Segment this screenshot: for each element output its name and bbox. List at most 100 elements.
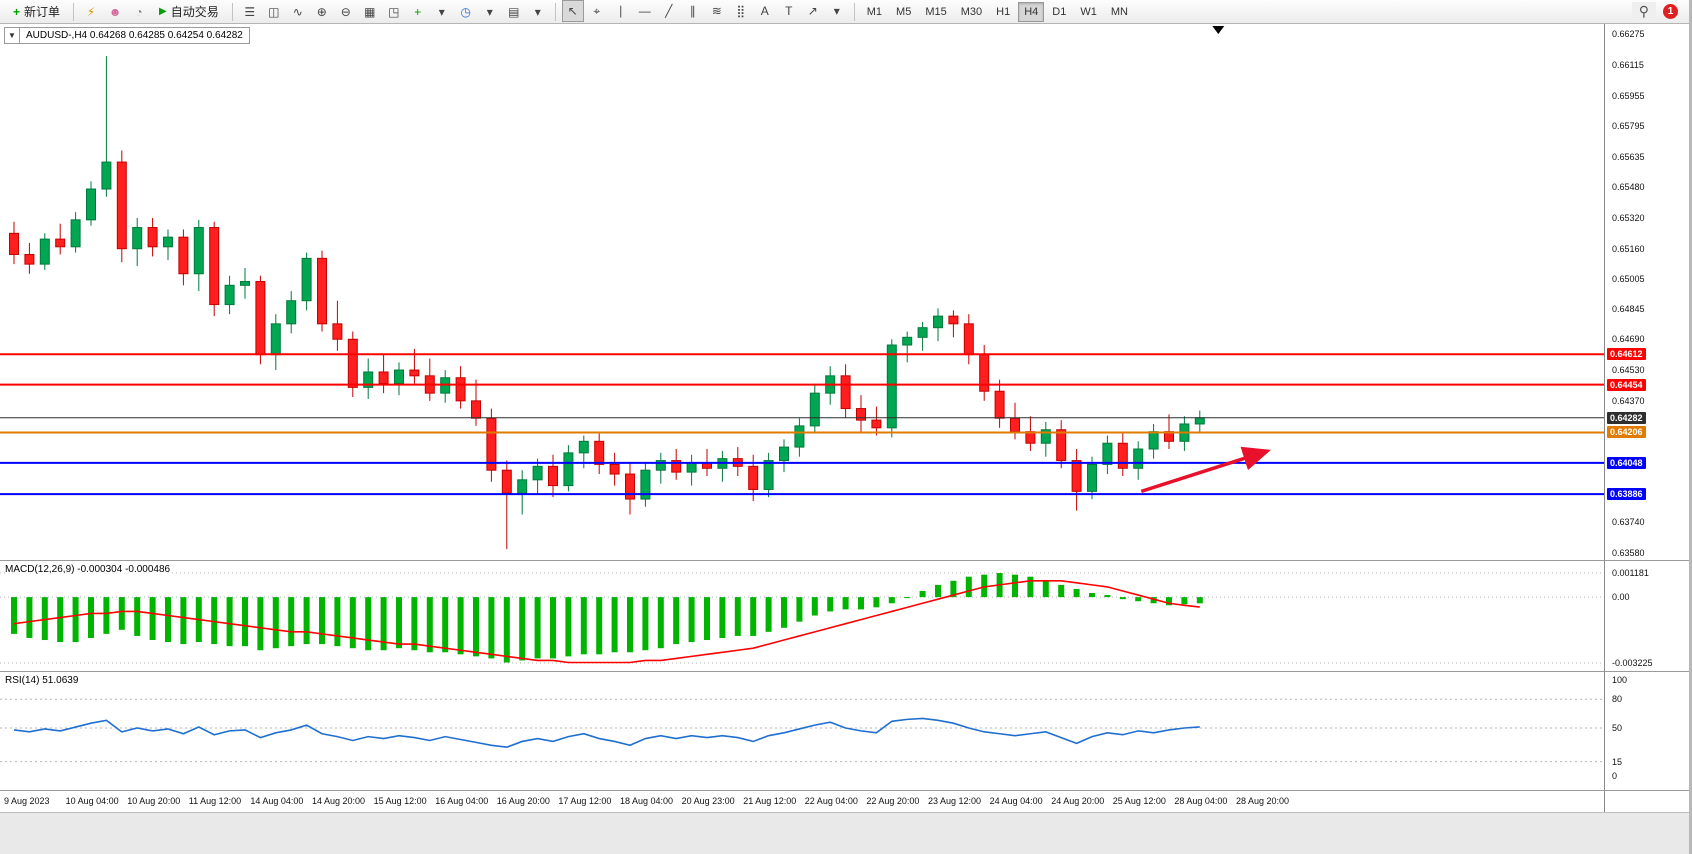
timeframe-d1-button[interactable]: D1 — [1052, 5, 1067, 18]
timeframe-w1-button[interactable]: W1 — [1080, 5, 1097, 18]
candle-down — [9, 232, 19, 256]
macd-histogram-bar — [550, 597, 556, 659]
time-label: 28 Aug 20:00 — [1236, 796, 1290, 806]
macd-histogram-bar — [1089, 593, 1095, 598]
macd-histogram-bar — [1073, 588, 1080, 598]
macd-histogram-bar — [319, 597, 325, 645]
fibonacci-button[interactable]: ≋ — [711, 4, 722, 19]
macd-histogram-bar — [935, 584, 941, 598]
text-label-button[interactable]: T — [785, 4, 793, 19]
community-button[interactable]: ☻ — [108, 4, 122, 19]
styler-button[interactable]: ⚡ — [86, 4, 96, 19]
vertical-line-button[interactable]: ∣ — [617, 4, 624, 19]
candle-up — [394, 369, 404, 385]
panel-divider[interactable] — [0, 671, 1689, 672]
macd-histogram-bar — [1166, 597, 1172, 606]
candle-up — [1102, 442, 1113, 465]
macd-histogram-bar — [750, 597, 757, 636]
chart-area[interactable]: 0.66275 0.66115 0.65955 0.65795 0.65635 0.654… — [0, 24, 1689, 854]
zoom-out-button[interactable]: ⊖ — [340, 4, 351, 19]
macd-histogram-bar — [1042, 580, 1049, 598]
auto-trading-button[interactable]: ▶ 自动交易 — [151, 2, 227, 22]
chart-title-text: AUDUSD-,H4 0.64268 0.64285 0.64254 0.642… — [26, 30, 243, 41]
cascade-windows-button[interactable]: ◳ — [388, 4, 400, 19]
price-tick: 0.65955 — [1612, 90, 1645, 101]
new-order-icon: + — [13, 4, 21, 19]
macd-histogram-bar — [611, 597, 618, 653]
zoom-in-button[interactable]: ⊕ — [316, 4, 327, 19]
macd-histogram-bar — [180, 597, 187, 645]
macd-histogram-bar — [103, 597, 110, 634]
refresh-button[interactable]: ◔ — [135, 4, 143, 19]
timeframe-m15-button[interactable]: M15 — [925, 5, 947, 18]
panel-divider[interactable] — [0, 560, 1689, 561]
indicators-button[interactable]: + — [414, 4, 422, 19]
one-click-trading-toggle[interactable]: ▼ — [5, 28, 20, 43]
toolbar-drawing-icons: ↖ ⌖ ∣ — ╱ ∥ ≋ ⣿ A T ↗ ▾ — [561, 0, 849, 23]
timeframe-m1-button[interactable]: M1 — [866, 5, 883, 18]
macd-histogram-bar — [673, 597, 680, 645]
timeframe-m5-button[interactable]: M5 — [896, 5, 912, 18]
time-label: 9 Aug 2023 — [4, 796, 50, 806]
macd-histogram-bar — [858, 597, 864, 610]
chart-ohlc-readout: ▼ AUDUSD-,H4 0.64268 0.64285 0.64254 0.6… — [4, 27, 250, 44]
templates-dropdown[interactable]: ▾ — [534, 4, 541, 19]
macd-panel[interactable] — [0, 561, 1604, 671]
arrows-button[interactable]: ↗ — [807, 4, 818, 19]
macd-histogram-bar — [627, 597, 633, 653]
candle-down — [378, 371, 389, 385]
time-label: 14 Aug 20:00 — [312, 796, 366, 806]
arrows-dropdown[interactable]: ▾ — [833, 4, 840, 19]
time-axis: 9 Aug 2023 10 Aug 04:00 10 Aug 20:00 11 Aug… — [0, 791, 1604, 812]
time-label: 22 Aug 20:00 — [866, 796, 920, 806]
macd-signal-line — [13, 579, 1200, 664]
candle-up — [193, 227, 204, 275]
support-line-1-tag: 0.64048 — [1607, 456, 1646, 469]
macd-histogram-bar — [365, 597, 372, 651]
horizontal-line-button[interactable]: — — [638, 4, 651, 19]
macd-histogram-bar — [688, 597, 695, 643]
periods-button[interactable]: ◷ — [460, 4, 471, 19]
macd-histogram-bar — [473, 597, 479, 657]
resistance-line-2-tag: 0.64454 — [1607, 378, 1646, 391]
crosshair-button[interactable]: ⌖ — [593, 4, 601, 19]
rsi-panel[interactable] — [0, 672, 1604, 790]
price-tick: 0.66115 — [1612, 59, 1644, 70]
tile-windows-button[interactable]: ▦ — [364, 4, 376, 19]
channel-button[interactable]: ∥ — [689, 4, 696, 19]
macd-histogram-bar — [565, 597, 572, 657]
price-chart-panel[interactable] — [0, 24, 1604, 560]
price-tick: 0.65160 — [1612, 243, 1645, 254]
macd-histogram-bar — [134, 597, 141, 636]
candle-up — [763, 460, 774, 490]
timeframe-mn-button[interactable]: MN — [1110, 5, 1128, 18]
timeframe-h1-button[interactable]: H1 — [996, 5, 1011, 18]
candlestick-chart-button[interactable]: ◫ — [268, 4, 280, 19]
timeframe-h4-button[interactable]: H4 — [1018, 1, 1045, 22]
new-order-button[interactable]: + 新订单 — [5, 2, 68, 22]
new-order-label: 新订单 — [24, 5, 61, 19]
bar-chart-button[interactable]: ☰ — [244, 4, 256, 19]
rsi-axis-tick: 50 — [1612, 723, 1623, 733]
shapes-button[interactable]: ⣿ — [736, 4, 746, 19]
timeframe-m30-button[interactable]: M30 — [960, 5, 983, 18]
chart-shift-marker[interactable] — [1212, 26, 1225, 34]
time-label: 25 Aug 12:00 — [1112, 796, 1166, 806]
text-button[interactable]: A — [760, 4, 769, 19]
candle-down — [409, 369, 420, 377]
search-icon[interactable]: ⚲ — [1631, 1, 1656, 22]
panel-divider — [0, 790, 1689, 791]
rsi-line — [13, 717, 1200, 749]
trendline-button[interactable]: ╱ — [665, 4, 673, 19]
trend-arrow[interactable] — [1140, 446, 1271, 494]
templates-button[interactable]: ▤ — [508, 4, 520, 19]
candle-up — [917, 327, 928, 338]
toolbar-separator — [231, 2, 233, 21]
periods-dropdown[interactable]: ▾ — [486, 4, 493, 19]
time-label: 16 Aug 04:00 — [435, 796, 489, 806]
cursor-button[interactable]: ↖ — [561, 0, 584, 23]
line-chart-button[interactable]: ∿ — [292, 4, 303, 19]
candle-up — [532, 465, 543, 481]
indicators-dropdown[interactable]: ▾ — [438, 4, 445, 19]
notification-badge[interactable]: 1 — [1663, 4, 1678, 19]
